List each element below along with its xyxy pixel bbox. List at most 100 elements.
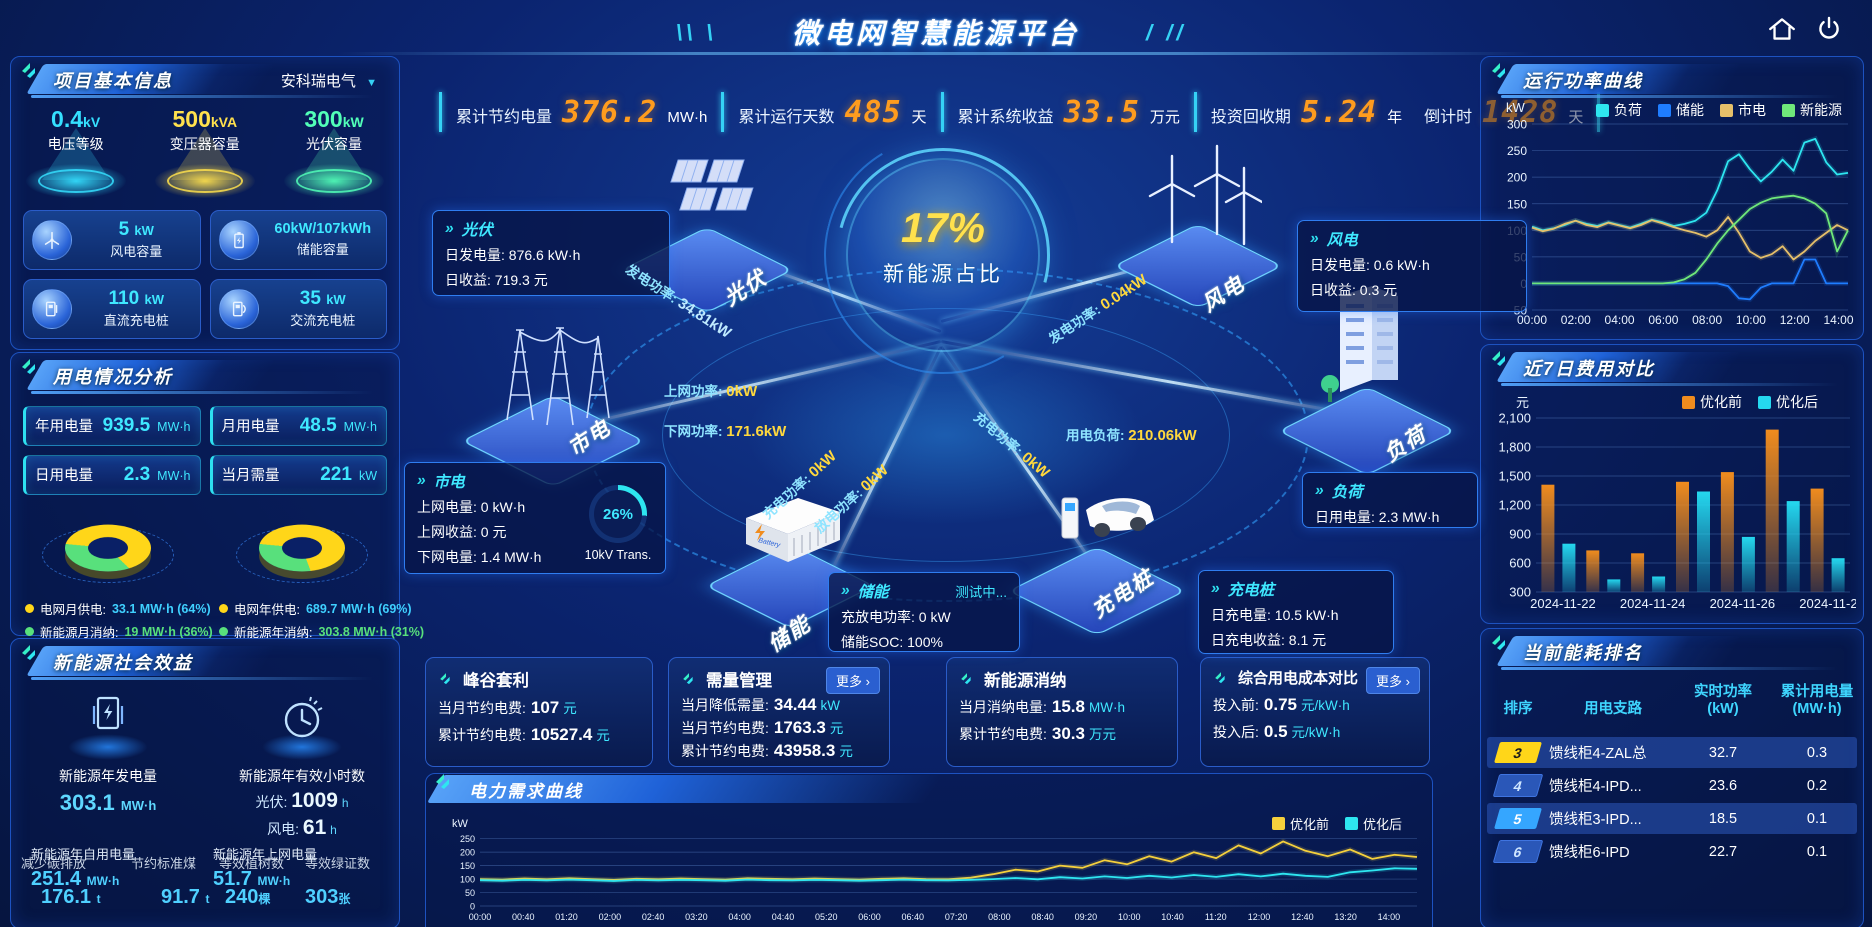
power-icon[interactable]	[1814, 14, 1844, 49]
svg-text:12:00: 12:00	[1248, 912, 1271, 922]
metric-value: 176.1 t	[41, 886, 101, 908]
svg-text:00:00: 00:00	[1517, 313, 1547, 326]
chip-year-usage: 年用电量 939.5 MW·h	[23, 406, 201, 446]
legend-grid-year: 电网年供电: 689.7 MW·h (69%)	[219, 599, 412, 618]
svg-text:08:00: 08:00	[1692, 313, 1722, 326]
svg-text:06:00: 06:00	[1648, 313, 1678, 326]
svg-text:2024-11-24: 2024-11-24	[1620, 596, 1686, 610]
wind-info-box: » 风电 日发电量: 0.6 kW·h 日收益: 0.3 元	[1297, 220, 1527, 312]
home-icon[interactable]	[1766, 14, 1798, 49]
transformer-gauge: 26% 10kV Trans.	[583, 485, 653, 562]
card-dc-charger: 110 kW 直流充电桩	[23, 279, 201, 339]
chevron-icon: »	[1315, 482, 1324, 499]
generation-icon	[85, 696, 131, 748]
legend-item[interactable]: 优化前	[1682, 392, 1742, 412]
panel-header: 新能源社会效益	[19, 644, 391, 680]
usage-chips: 年用电量 939.5 MW·h 月用电量 48.5 MW·h 日用电量 2.3 MW·h 当…	[23, 406, 387, 495]
card-corner-icon	[683, 673, 693, 685]
y-axis-unit: 元	[1516, 395, 1530, 410]
beacon-transformer: 500kVA 变压器容量	[140, 106, 269, 198]
chip-month-usage: 月用电量 48.5 MW·h	[209, 406, 387, 446]
svg-text:00:40: 00:40	[512, 912, 535, 922]
legend-item[interactable]: 储能	[1658, 100, 1704, 120]
panel-corner-icon	[433, 771, 455, 798]
dc-charger-icon	[32, 289, 72, 329]
chip-month-demand: 当月需量 221 kW	[209, 455, 387, 495]
wind-hours: 风电: 61 h	[267, 816, 337, 839]
legend-item[interactable]: 优化后	[1345, 814, 1402, 833]
panel-title: 近7日费用对比	[1523, 359, 1656, 379]
chevron-icon: »	[1211, 580, 1220, 597]
cost-legend: 优化前 优化后	[1682, 392, 1818, 412]
panel-header: 用电情况分析	[19, 358, 391, 394]
donut-chart-year	[259, 524, 345, 572]
company-select[interactable]: 安科瑞电气 ▼	[280, 73, 377, 90]
donut-year	[205, 505, 399, 591]
beacon-voltage: 0.4kV 电压等级	[11, 106, 140, 198]
microgrid-topology: Battery 光伏 风电 市电 储能 充电桩 负荷 17% 新能源占比	[400, 108, 1527, 670]
svg-text:2,100: 2,100	[1498, 411, 1531, 426]
panel-header: 近7日费用对比	[1489, 350, 1855, 386]
more-button[interactable]: 更多 ›	[1366, 667, 1420, 694]
metric-value: 251.4 MW·h	[31, 868, 120, 890]
capacity-beacons: 0.4kV 电压等级 500kVA 变压器容量 300kW 光伏容量	[11, 106, 399, 198]
svg-text:2024-11-28: 2024-11-28	[1799, 596, 1856, 610]
svg-text:06:40: 06:40	[902, 912, 925, 922]
charger-info-box: » 充电桩 日充电量: 10.5 kW·h 日充电收益: 8.1 元	[1198, 570, 1394, 654]
demand-curve-chart: 0 50 100 150 200 250 00:00 00:40 01:20 02:00 02:40…	[440, 830, 1425, 922]
card-peak-valley: 峰谷套利 当月节约电费: 107 元 累计节约电费: 10527.4 元	[425, 657, 653, 767]
storage-info-box: » 储能 测试中... 充放电功率: 0 kW 储能SOC: 100%	[828, 572, 1020, 652]
svg-text:100: 100	[460, 874, 475, 884]
svg-text:14:00: 14:00	[1824, 313, 1854, 326]
legend-item[interactable]: 优化前	[1272, 814, 1329, 833]
table-row[interactable]: 4 馈线柜4-IPD... 23.6 0.2	[1487, 770, 1857, 801]
node-storage: Battery	[705, 480, 876, 630]
svg-text:08:40: 08:40	[1031, 912, 1054, 922]
clock-icon	[276, 696, 328, 748]
legend-item[interactable]: 优化后	[1758, 392, 1818, 412]
title-decor-left: \\ \	[676, 20, 717, 45]
divider	[940, 92, 944, 132]
legend-item[interactable]: 市电	[1720, 100, 1766, 120]
card-wind-capacity: 5 kW 风电容量	[23, 210, 201, 270]
svg-text:05:20: 05:20	[815, 912, 838, 922]
grid-info-box: » 市电 上网电量: 0 kW·h 上网收益: 0 元 下网电量: 1.4 MW·…	[404, 462, 666, 574]
svg-text:02:00: 02:00	[1561, 313, 1591, 326]
metric-value: 303张	[305, 886, 351, 908]
legend-item[interactable]: 负荷	[1596, 100, 1642, 120]
legend-item[interactable]: 新能源	[1782, 100, 1842, 120]
svg-text:2024-11-22: 2024-11-22	[1530, 596, 1596, 610]
table-row[interactable]: 6 馈线柜6-IPD 22.7 0.1	[1487, 836, 1857, 867]
y-axis-unit: kW	[1506, 100, 1525, 115]
panel-header: 项目基本信息 安科瑞电气 ▼	[19, 62, 391, 98]
svg-text:2024-11-26: 2024-11-26	[1710, 596, 1776, 610]
table-row[interactable]: 5 馈线柜3-IPD... 18.5 0.1	[1487, 803, 1857, 835]
svg-text:150: 150	[460, 861, 475, 871]
cost-compare-chart: 300 600 900 1,200 1,500 1,800 2,100 2024-11-22 2…	[1492, 410, 1864, 612]
legend-renew-year: 新能源年消纳: 303.8 MW·h (31%)	[219, 622, 424, 641]
donut-chart-month	[65, 524, 151, 572]
table-row[interactable]: 3 馈线柜4-ZAL总 32.7 0.3	[1487, 737, 1857, 769]
run-power-chart: -5005010015020025030000:0002:0004:0006:0…	[1492, 118, 1856, 327]
svg-text:300: 300	[1509, 585, 1531, 600]
svg-text:04:00: 04:00	[1605, 313, 1635, 326]
ranking-table-header: 排序 用电支路 实时功率 (kW) 累计用电量 (MW·h)	[1503, 684, 1854, 717]
card-corner-icon	[1215, 671, 1225, 683]
svg-text:11:20: 11:20	[1205, 912, 1227, 922]
card-demand-mgmt: 需量管理 更多 › 当月降低需量: 34.44 kW 当月节约电费: 1763.3 元 …	[668, 657, 890, 767]
panel-title: 运行功率曲线	[1523, 71, 1643, 91]
divider	[439, 92, 442, 132]
wind-turbines-icon	[1132, 134, 1264, 259]
panel-corner-icon	[1489, 348, 1511, 375]
metric-label: 等效植树数	[219, 856, 285, 871]
panel-header: 运行功率曲线	[1489, 62, 1855, 98]
node-charger	[1006, 484, 1187, 636]
more-button[interactable]: 更多 ›	[826, 667, 880, 694]
chevron-icon: »	[841, 582, 850, 599]
annual-generation: 新能源年发电量 303.1 MW·h	[11, 692, 205, 840]
beacon-glow	[284, 164, 384, 198]
panel-ranking: 当前能耗排名 排序 用电支路 实时功率 (kW) 累计用电量 (MW·h) 3 …	[1480, 628, 1864, 927]
flow-load: 用电负荷: 210.06kW	[1066, 427, 1197, 444]
svg-text:600: 600	[1509, 556, 1531, 571]
